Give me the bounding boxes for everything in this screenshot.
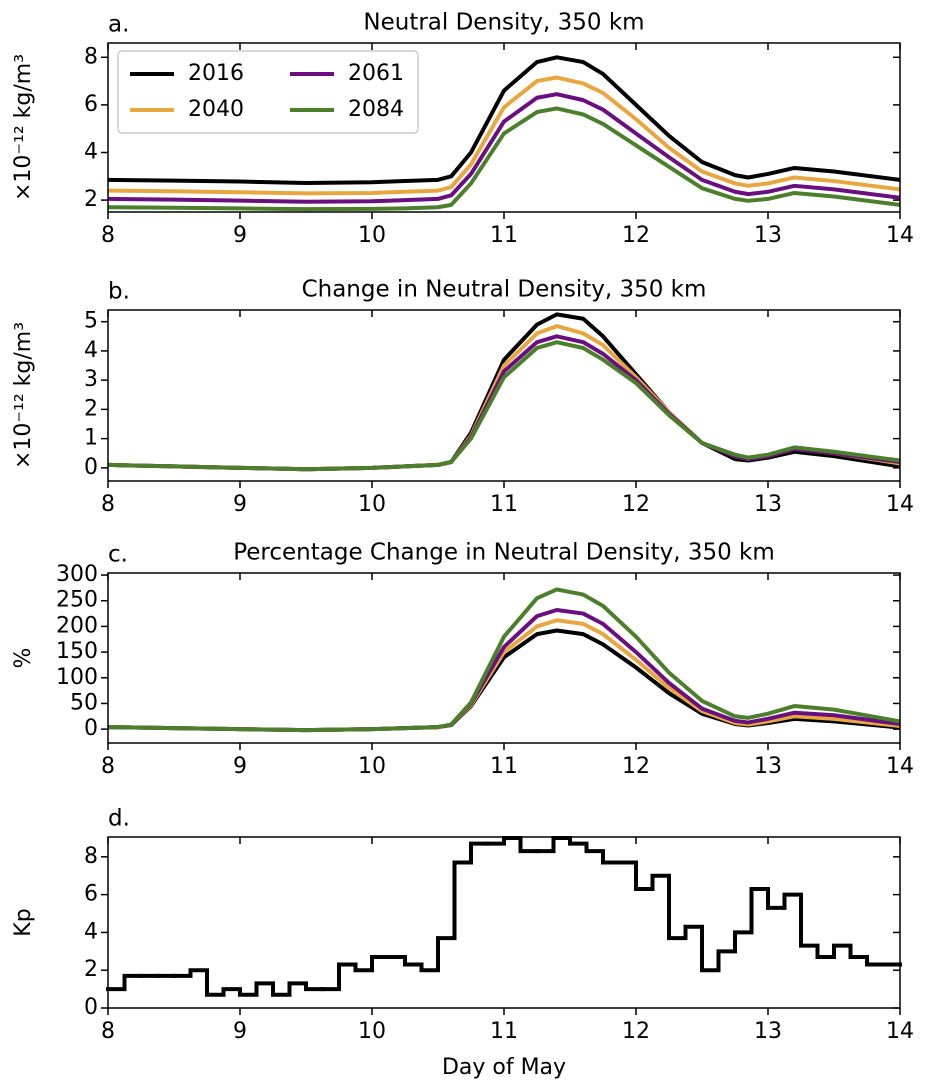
x-tick-label: 14 xyxy=(886,492,914,517)
panel-label: d. xyxy=(108,806,130,832)
legend-label: 2016 xyxy=(188,61,244,86)
y-tick-label: 5 xyxy=(84,309,98,334)
y-tick-label: 100 xyxy=(56,665,98,690)
x-tick-label: 13 xyxy=(754,1019,782,1044)
legend-label: 2061 xyxy=(348,61,404,86)
plot-frame xyxy=(107,42,901,213)
y-tick-label: 8 xyxy=(84,844,98,869)
series-line xyxy=(108,340,900,472)
series-line xyxy=(108,92,900,204)
panel-title: Percentage Change in Neutral Density, 35… xyxy=(233,540,775,566)
plot-frame xyxy=(107,309,901,482)
y-tick-label: 200 xyxy=(56,613,98,638)
y-tick-label: 6 xyxy=(84,92,98,117)
panel: c. Percentage Change in Neutral Density, … xyxy=(11,540,914,780)
x-axis-label: Day of May xyxy=(442,1055,566,1080)
series-line xyxy=(108,607,900,733)
x-tick-label: 9 xyxy=(233,492,247,517)
series-line xyxy=(108,75,900,196)
x-tick-label: 14 xyxy=(886,754,914,779)
y-tick-label: 4 xyxy=(84,139,98,164)
series-line xyxy=(108,312,900,472)
panel-label: c. xyxy=(108,542,128,568)
x-tick-label: 8 xyxy=(101,1019,115,1044)
x-tick-label: 11 xyxy=(490,492,518,517)
x-tick-label: 11 xyxy=(490,223,518,248)
x-tick-label: 14 xyxy=(886,1019,914,1044)
panel-title: Neutral Density, 350 km xyxy=(363,10,644,36)
x-tick-label: 10 xyxy=(358,1019,386,1044)
panel: d. Kp Day of May 8 9 10 11 12 13 14 0 2 4 6 8 xyxy=(11,806,914,1081)
panel-label: a. xyxy=(108,12,129,38)
y-tick-label: 2 xyxy=(84,187,98,212)
legend-label: 2084 xyxy=(348,97,404,122)
x-tick-label: 8 xyxy=(101,492,115,517)
panel-title: Change in Neutral Density, 350 km xyxy=(302,277,707,303)
y-tick-label: 4 xyxy=(84,338,98,363)
y-tick-label: 0 xyxy=(84,455,98,480)
series-line xyxy=(108,324,900,472)
x-tick-label: 10 xyxy=(358,492,386,517)
series-line xyxy=(108,55,900,185)
x-tick-label: 14 xyxy=(886,223,914,248)
plot-frame xyxy=(107,836,901,1009)
y-tick-label: 0 xyxy=(84,716,98,741)
x-tick-label: 9 xyxy=(233,1019,247,1044)
x-tick-label: 11 xyxy=(490,1019,518,1044)
y-tick-label: 250 xyxy=(56,588,98,613)
series-line xyxy=(108,106,900,212)
y-tick-label: 300 xyxy=(56,562,98,587)
y-axis-label: % xyxy=(11,648,36,669)
y-tick-label: 4 xyxy=(84,919,98,944)
y-axis-label: ×10⁻¹² kg/m³ xyxy=(11,54,36,201)
panel-label: b. xyxy=(108,279,130,305)
series-line xyxy=(108,587,900,733)
y-tick-label: 3 xyxy=(84,367,98,392)
y-tick-label: 8 xyxy=(84,44,98,69)
y-tick-label: 2 xyxy=(84,396,98,421)
x-tick-label: 8 xyxy=(101,754,115,779)
x-tick-label: 11 xyxy=(490,754,518,779)
legend-box xyxy=(117,50,419,134)
x-tick-label: 10 xyxy=(358,754,386,779)
y-tick-label: 50 xyxy=(70,690,98,715)
panel: b. Change in Neutral Density, 350 km ×10⁻¹… xyxy=(11,277,914,518)
x-tick-label: 12 xyxy=(622,492,650,517)
y-axis-label: Kp xyxy=(11,908,36,936)
y-axis-label: ×10⁻¹² kg/m³ xyxy=(11,322,36,469)
y-tick-label: 1 xyxy=(84,426,98,451)
x-tick-label: 12 xyxy=(622,1019,650,1044)
x-tick-label: 13 xyxy=(754,223,782,248)
y-tick-label: 6 xyxy=(84,882,98,907)
y-tick-label: 150 xyxy=(56,639,98,664)
x-tick-label: 9 xyxy=(233,754,247,779)
plot-frame xyxy=(107,572,901,744)
x-tick-label: 12 xyxy=(622,754,650,779)
x-tick-label: 12 xyxy=(622,223,650,248)
y-tick-label: 2 xyxy=(84,957,98,982)
x-tick-label: 13 xyxy=(754,754,782,779)
x-tick-label: 9 xyxy=(233,223,247,248)
legend-label: 2040 xyxy=(188,97,244,122)
x-tick-label: 13 xyxy=(754,492,782,517)
x-tick-label: 8 xyxy=(101,223,115,248)
panel: a. Neutral Density, 350 km ×10⁻¹² kg/m³ 8 9 1… xyxy=(11,10,914,249)
x-tick-label: 10 xyxy=(358,223,386,248)
y-tick-label: 0 xyxy=(84,995,98,1020)
